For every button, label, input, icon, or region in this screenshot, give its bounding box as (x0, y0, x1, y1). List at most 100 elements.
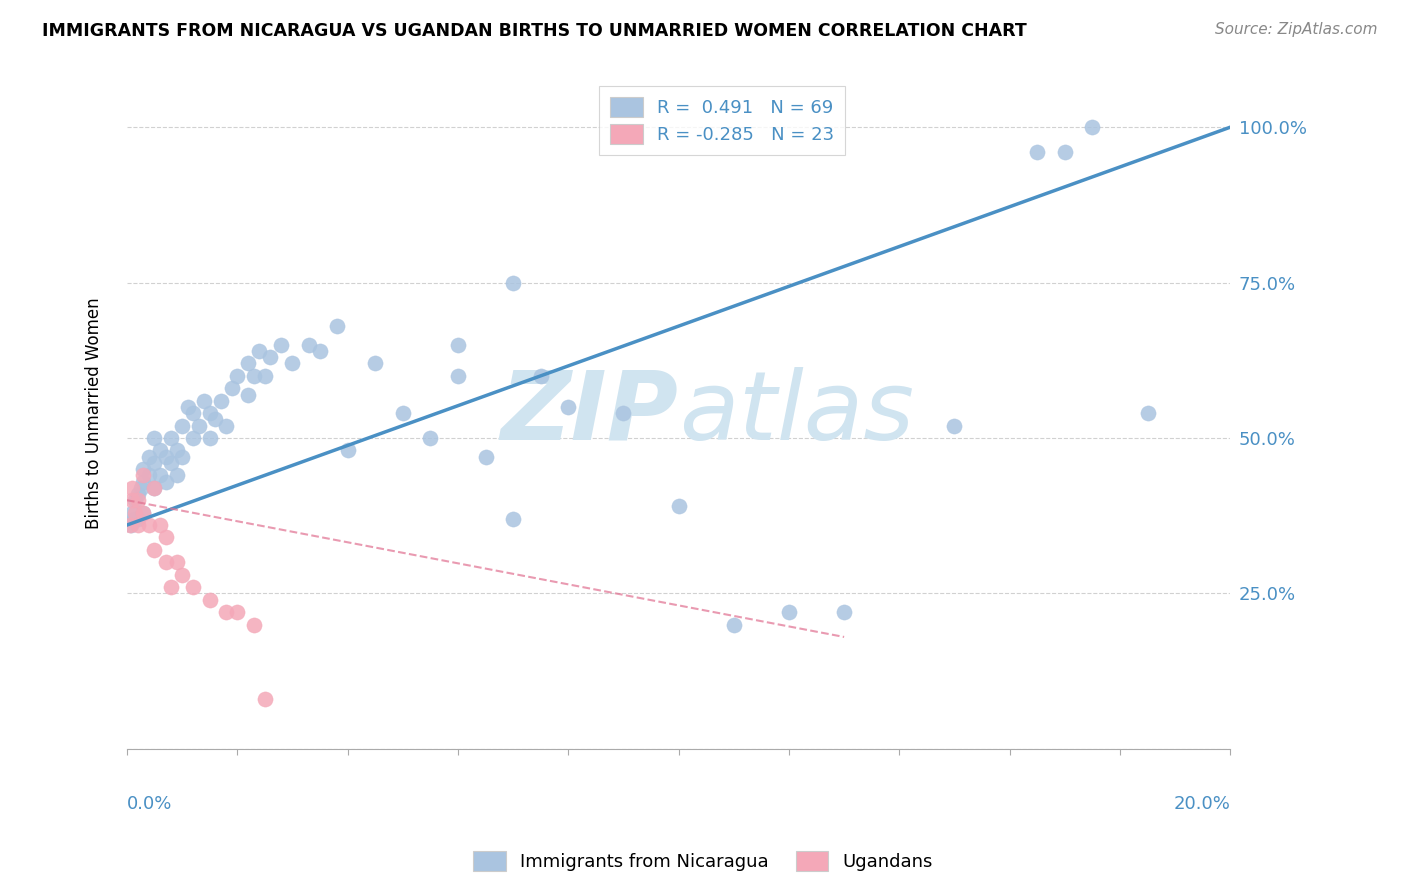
Point (391, 406, 413, 420)
Point (132, 462, 155, 476)
Point (143, 481, 166, 495)
Point (221, 381, 243, 395)
Point (127, 518, 149, 533)
Point (181, 431, 204, 445)
Point (193, 393, 215, 408)
Point (172, 418, 194, 433)
Point (247, 343, 270, 358)
Point (138, 450, 160, 464)
Point (215, 605, 238, 619)
Point (127, 487, 149, 501)
Point (166, 443, 188, 458)
Point (1136, 406, 1159, 420)
Point (259, 350, 281, 364)
Point (132, 468, 155, 483)
Point (943, 418, 966, 433)
Legend: Immigrants from Nicaragua, Ugandans: Immigrants from Nicaragua, Ugandans (465, 844, 941, 879)
Point (336, 443, 359, 458)
Point (138, 518, 160, 533)
Text: 0.0%: 0.0% (127, 796, 173, 814)
Point (127, 512, 149, 526)
Point (325, 319, 347, 334)
Point (166, 555, 188, 569)
Point (127, 493, 149, 508)
Point (215, 418, 238, 433)
Point (155, 475, 177, 489)
Point (143, 543, 166, 558)
Point (181, 580, 204, 594)
Point (557, 400, 579, 414)
Point (129, 481, 152, 495)
Point (172, 450, 194, 464)
Point (160, 431, 183, 445)
Point (124, 493, 146, 508)
Point (419, 431, 441, 445)
Point (238, 387, 260, 401)
Point (778, 605, 800, 619)
Point (1026, 145, 1049, 159)
Point (176, 400, 198, 414)
Point (668, 500, 690, 514)
Point (122, 512, 145, 526)
Text: atlas: atlas (679, 367, 914, 459)
Point (198, 592, 221, 607)
Y-axis label: Births to Unmarried Women: Births to Unmarried Women (86, 297, 103, 529)
Point (309, 343, 332, 358)
Point (198, 431, 221, 445)
Point (138, 468, 160, 483)
Point (226, 605, 249, 619)
Point (502, 276, 524, 290)
Point (209, 393, 232, 408)
Point (243, 617, 266, 632)
Point (121, 506, 143, 520)
Point (143, 481, 166, 495)
Point (132, 506, 155, 520)
Point (187, 418, 209, 433)
Point (160, 580, 183, 594)
Point (474, 450, 496, 464)
Point (198, 406, 221, 420)
Point (364, 356, 387, 370)
Point (1081, 120, 1104, 135)
Point (149, 518, 172, 533)
Point (1053, 145, 1076, 159)
Point (143, 456, 166, 470)
Point (155, 450, 177, 464)
Point (166, 468, 188, 483)
Point (124, 506, 146, 520)
Point (226, 368, 249, 383)
Point (243, 368, 266, 383)
Point (155, 555, 177, 569)
Point (502, 512, 524, 526)
Point (253, 368, 276, 383)
Point (121, 493, 143, 508)
Legend: R =  0.491   N = 69, R = -0.285   N = 23: R = 0.491 N = 69, R = -0.285 N = 23 (599, 87, 845, 155)
Point (612, 406, 634, 420)
Point (172, 567, 194, 582)
Point (530, 368, 553, 383)
Point (160, 456, 183, 470)
Point (723, 617, 745, 632)
Point (447, 368, 470, 383)
Point (181, 406, 204, 420)
Point (298, 338, 321, 352)
Point (118, 518, 141, 533)
Point (149, 443, 172, 458)
Text: ZIP: ZIP (501, 367, 679, 459)
Point (204, 412, 226, 426)
Text: Source: ZipAtlas.com: Source: ZipAtlas.com (1215, 22, 1378, 37)
Text: IMMIGRANTS FROM NICARAGUA VS UGANDAN BIRTHS TO UNMARRIED WOMEN CORRELATION CHART: IMMIGRANTS FROM NICARAGUA VS UGANDAN BIR… (42, 22, 1026, 40)
Point (447, 338, 470, 352)
Point (155, 531, 177, 545)
Point (143, 431, 166, 445)
Point (121, 481, 143, 495)
Point (281, 356, 304, 370)
Point (832, 605, 855, 619)
Point (253, 692, 276, 706)
Text: 20.0%: 20.0% (1174, 796, 1230, 814)
Point (149, 468, 172, 483)
Point (132, 506, 155, 520)
Point (270, 338, 292, 352)
Point (132, 475, 155, 489)
Point (120, 518, 142, 533)
